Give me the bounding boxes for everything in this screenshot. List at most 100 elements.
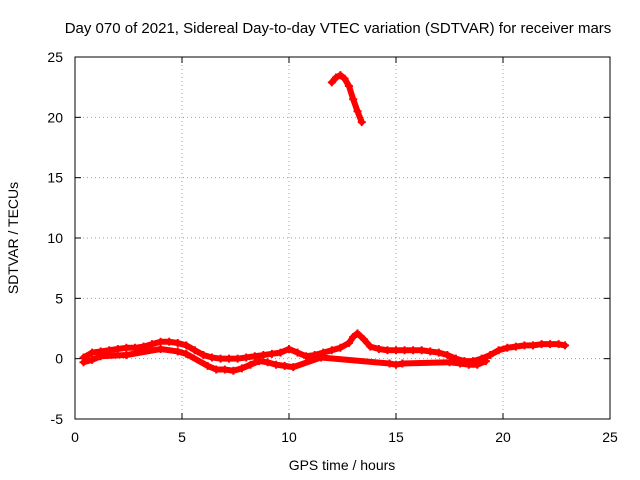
data-point [344, 81, 353, 90]
data-point [255, 357, 264, 366]
data-point [79, 358, 88, 367]
data-point [554, 340, 563, 349]
data-point [233, 354, 242, 363]
chart-title: Day 070 of 2021, Sidereal Day-to-day VTE… [65, 20, 612, 37]
data-point [259, 351, 268, 360]
data-point [272, 360, 281, 369]
data-point [349, 95, 358, 104]
y-tick-label: -5 [51, 411, 64, 427]
data-point [289, 363, 298, 372]
x-tick-label: 15 [388, 429, 404, 445]
data-point [392, 360, 400, 369]
x-tick-label: 25 [602, 429, 618, 445]
data-point [88, 355, 97, 364]
data-point [417, 346, 426, 355]
data-point [207, 353, 216, 362]
data-point [293, 348, 302, 357]
data-point [242, 353, 251, 362]
series-0 [79, 329, 570, 366]
data-point [148, 340, 157, 349]
data-point [456, 359, 465, 368]
data-point [130, 343, 139, 352]
data-point [280, 361, 289, 370]
data-point [473, 360, 482, 369]
data-point [359, 335, 368, 344]
data-point [285, 345, 293, 354]
data-point [88, 348, 97, 357]
data-point [190, 346, 199, 355]
data-point [246, 360, 255, 369]
data-points [79, 71, 570, 375]
data-point [400, 346, 409, 355]
x-tick-label: 10 [281, 429, 297, 445]
data-point [486, 351, 495, 360]
y-tick-label: 15 [47, 170, 63, 186]
data-point [237, 364, 246, 373]
data-point [173, 347, 182, 356]
data-point [199, 351, 208, 360]
data-point [156, 337, 165, 346]
data-trace-segment [318, 354, 393, 367]
data-point [182, 349, 191, 358]
series-2 [327, 71, 366, 127]
y-tick-label: 20 [47, 109, 63, 125]
data-point [494, 346, 503, 355]
data-point [267, 349, 276, 358]
data-point [225, 354, 234, 363]
data-point [122, 351, 131, 360]
data-point [503, 343, 512, 352]
data-point [327, 346, 336, 355]
data-point [182, 341, 191, 350]
data-point [349, 332, 358, 341]
data-point [156, 345, 165, 354]
x-tick-label: 20 [495, 429, 511, 445]
data-point [385, 359, 394, 368]
data-point [374, 345, 383, 354]
data-point [546, 340, 555, 349]
data-point [366, 342, 375, 351]
series-1 [79, 345, 490, 375]
data-point [398, 359, 407, 368]
data-point [276, 348, 285, 357]
y-tick-label: 25 [47, 49, 63, 65]
x-tick-label: 5 [178, 429, 186, 445]
data-trace-segment [123, 346, 164, 359]
data-point [357, 118, 366, 127]
data-point [445, 358, 454, 367]
data-point [353, 107, 362, 116]
data-point [392, 346, 400, 355]
data-point [409, 346, 418, 355]
y-tick-label: 0 [55, 351, 63, 367]
x-axis-label: GPS time / hours [289, 457, 396, 473]
plot-frame [74, 56, 611, 420]
data-point [317, 353, 326, 362]
data-point [434, 348, 443, 357]
ticks: 0 5 10 15 20 25 -5 0 5 10 15 20 25 [47, 49, 618, 445]
data-point [203, 361, 212, 370]
data-point [511, 342, 520, 351]
data-point [263, 358, 272, 367]
data-point [344, 338, 353, 347]
data-point [327, 78, 336, 87]
data-point [353, 329, 362, 338]
data-point [561, 341, 570, 350]
x-tick-label: 0 [71, 429, 79, 445]
data-point [165, 337, 174, 346]
data-point [332, 73, 341, 82]
data-point [250, 352, 259, 361]
y-tick-label: 5 [55, 290, 63, 306]
data-trace-segment [399, 359, 453, 367]
data-point [122, 343, 131, 352]
data-point [481, 357, 490, 366]
grid [75, 57, 610, 419]
data-point [113, 345, 122, 354]
data-point [173, 338, 182, 347]
data-point [216, 354, 225, 363]
data-trace-segment [183, 350, 211, 369]
data-point [464, 360, 473, 369]
data-point [220, 365, 229, 374]
data-point [96, 352, 105, 361]
data-point [340, 74, 349, 83]
data-trace-segment [290, 354, 325, 371]
data-point [528, 341, 537, 350]
